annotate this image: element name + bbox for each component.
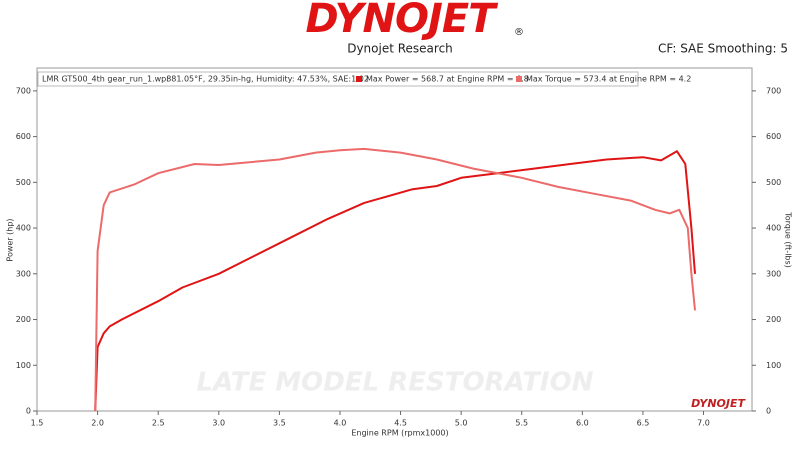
x-tick-label: 2.0 xyxy=(91,419,104,428)
y2-tick-label: 0 xyxy=(766,407,771,416)
y-tick-label: 600 xyxy=(16,132,31,141)
series-line xyxy=(94,147,696,412)
y2-tick-label: 600 xyxy=(766,132,781,141)
chart-subtitle: CF: SAE Smoothing: 5 xyxy=(658,42,788,56)
x-tick-label: 5.5 xyxy=(515,419,528,428)
x-tick-label: 3.5 xyxy=(273,419,286,428)
legend-label: Max Torque = 573.4 at Engine RPM = 4.2 xyxy=(526,75,691,84)
y2-tick-label: 100 xyxy=(766,361,781,370)
y-tick-label: 500 xyxy=(16,178,31,187)
y-tick-label: 100 xyxy=(16,361,31,370)
y-axis-label: Power (hp) xyxy=(6,218,15,261)
y-tick-label: 200 xyxy=(16,315,31,324)
y2-tick-label: 500 xyxy=(766,178,781,187)
watermark: LATE MODEL RESTORATION xyxy=(197,368,594,398)
footer-logo: DYNOJET xyxy=(691,397,746,410)
x-tick-label: 4.0 xyxy=(334,419,347,428)
y2-axis-label: Torque (ft-lbs) xyxy=(784,211,793,268)
plot-frame xyxy=(36,67,753,412)
legend-box xyxy=(37,71,639,87)
x-tick-label: 1.5 xyxy=(31,419,44,428)
chart-title: Dynojet Research xyxy=(347,42,453,56)
series-line xyxy=(94,150,696,412)
conditions: : 81.05°F, 29.35in-hg, Humidity: 47.53%,… xyxy=(166,75,369,84)
run-name: LMR GT500_4th gear_run_1.wp8 xyxy=(42,75,171,84)
x-tick-label: 6.0 xyxy=(576,419,589,428)
x-axis-label: Engine RPM (rpmx1000) xyxy=(351,429,448,438)
y2-tick-label: 300 xyxy=(766,269,781,278)
y2-tick-label: 200 xyxy=(766,315,781,324)
y2-tick-label: 700 xyxy=(766,86,781,95)
y-tick-label: 700 xyxy=(16,86,31,95)
legend-swatch xyxy=(356,76,362,82)
logo-mark: ® xyxy=(514,27,524,38)
y-tick-label: 0 xyxy=(26,407,31,416)
legend-label: Max Power = 568.7 at Engine RPM = 6.8 xyxy=(366,75,529,84)
x-tick-label: 7.0 xyxy=(697,419,710,428)
y-tick-label: 400 xyxy=(16,224,31,233)
x-tick-label: 3.0 xyxy=(212,419,225,428)
logo: DYNOJET xyxy=(305,0,498,42)
x-tick-label: 6.5 xyxy=(637,419,650,428)
x-tick-label: 4.5 xyxy=(394,419,407,428)
x-tick-label: 2.5 xyxy=(152,419,165,428)
y2-tick-label: 400 xyxy=(766,224,781,233)
x-tick-label: 5.0 xyxy=(455,419,468,428)
legend-swatch xyxy=(516,76,522,82)
y-tick-label: 300 xyxy=(16,269,31,278)
